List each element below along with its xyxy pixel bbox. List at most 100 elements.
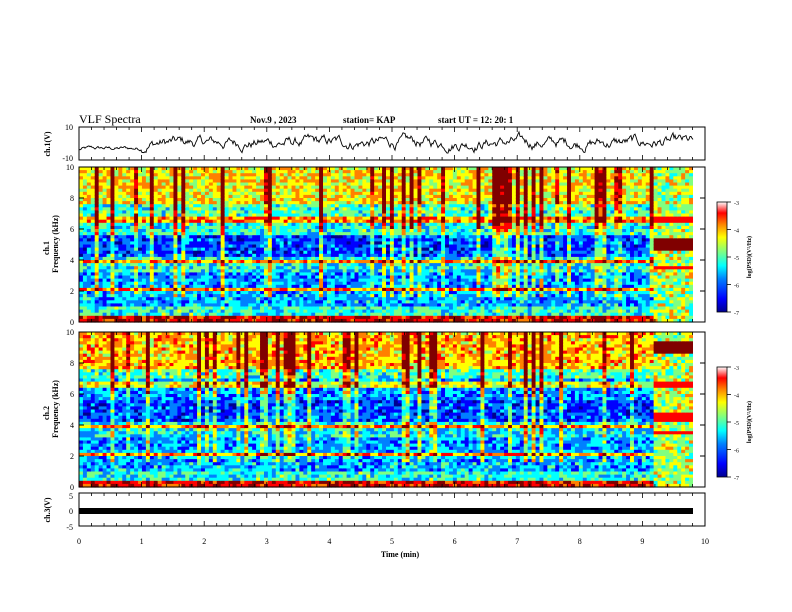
spectrogram-cell xyxy=(382,198,387,202)
spectrogram-cell xyxy=(212,167,218,171)
spectrogram-cell xyxy=(393,167,399,171)
spectrogram-cell xyxy=(134,194,139,199)
spectrogram-cell xyxy=(82,185,88,190)
spectrogram-cell xyxy=(201,284,206,289)
spectrogram-cell xyxy=(291,241,297,246)
spectrogram-cell xyxy=(342,297,348,301)
spectrogram-cell xyxy=(303,247,308,252)
spectrogram-cell xyxy=(232,185,238,190)
spectrogram-cell xyxy=(138,210,143,215)
spectrogram-cell xyxy=(267,198,273,202)
spectrogram-cell xyxy=(197,235,202,239)
spectrogram-cell xyxy=(334,173,340,177)
spectrogram-cell xyxy=(122,213,127,218)
spectrogram-cell xyxy=(323,238,328,242)
spectrogram-cell xyxy=(236,225,241,230)
spectrogram-cell xyxy=(126,235,131,239)
spectrogram-cell xyxy=(354,201,360,205)
spectrogram-cell xyxy=(82,263,88,267)
spectrogram-cell xyxy=(330,284,336,289)
spectrogram-cell xyxy=(208,238,214,242)
spectrogram-cell xyxy=(157,256,163,261)
spectrogram-cell xyxy=(263,222,269,227)
spectrogram-cell xyxy=(346,291,352,295)
spectrogram-cell xyxy=(86,235,92,239)
spectrogram-cell xyxy=(386,294,391,298)
spectrogram-cell xyxy=(177,170,182,174)
spectrogram-cell xyxy=(122,241,127,246)
spectrogram-cell xyxy=(319,244,324,249)
spectrogram-cell xyxy=(240,281,245,286)
spectrogram-cell xyxy=(358,176,363,180)
spectrogram-cell xyxy=(330,216,336,221)
spectrogram-cell xyxy=(307,300,312,304)
spectrogram-cell xyxy=(299,188,304,193)
spectrogram-cell xyxy=(311,225,316,230)
spectrogram-cell xyxy=(307,182,312,187)
spectrogram-cell xyxy=(149,318,155,323)
spectrogram-cell xyxy=(303,241,308,246)
spectrogram-cell xyxy=(271,167,277,171)
spectrogram-cell xyxy=(346,269,352,273)
spectrogram-cell xyxy=(311,294,316,298)
spectrogram-cell xyxy=(374,179,379,184)
spectrogram-cell xyxy=(118,182,123,187)
spectrogram-cell xyxy=(382,176,387,180)
spectrogram-cell xyxy=(299,229,304,233)
spectrogram-cell xyxy=(114,204,119,208)
spectrogram-cell xyxy=(189,188,194,193)
spectrogram-cell xyxy=(79,182,84,187)
spectrogram-cell xyxy=(244,244,249,249)
spectrogram-cell xyxy=(193,272,198,277)
spectrogram-cell xyxy=(299,213,304,218)
spectrogram-cell xyxy=(240,300,245,304)
spectrogram-cell xyxy=(212,275,218,280)
spectrogram-cell xyxy=(204,182,210,187)
spectrogram-cell xyxy=(236,306,241,311)
spectrogram-cell xyxy=(157,306,163,311)
spectrogram-cell xyxy=(315,294,320,298)
spectrogram-cell xyxy=(291,219,297,224)
spectrogram-cell xyxy=(334,284,340,289)
spectrogram-cell xyxy=(354,222,360,227)
spectrogram-cell xyxy=(354,232,360,236)
spectrogram-cell xyxy=(240,318,245,323)
spectrogram-cell xyxy=(279,167,285,171)
spectrogram-cell xyxy=(157,253,163,258)
spectrogram-cell xyxy=(236,253,241,258)
spectrogram-cell xyxy=(212,179,218,184)
spectrogram-cell xyxy=(220,167,226,171)
spectrogram-cell xyxy=(334,291,340,295)
spectrogram-cell xyxy=(145,250,151,255)
spectrogram-cell xyxy=(82,247,88,252)
spectrogram-cell xyxy=(212,185,218,190)
spectrogram-cell xyxy=(165,315,171,320)
spectrogram-cell xyxy=(236,179,241,184)
spectrogram-cell xyxy=(224,303,230,308)
spectrogram-cell xyxy=(157,170,163,174)
spectrogram-cell xyxy=(126,272,131,277)
spectrogram-cell xyxy=(193,229,198,233)
spectrogram-cell xyxy=(232,222,238,227)
spectrogram-cell xyxy=(374,281,379,286)
spectrogram-cell xyxy=(110,294,116,298)
spectrogram-cell xyxy=(287,284,293,289)
spectrogram-cell xyxy=(315,222,320,227)
spectrogram-cell xyxy=(224,232,230,236)
spectrogram-cell xyxy=(248,312,253,317)
spectrogram-cell xyxy=(141,294,147,298)
spectrogram-cell xyxy=(244,260,249,264)
spectrogram-cell xyxy=(145,318,151,323)
spectrogram-cell xyxy=(267,256,273,261)
spectrogram-cell xyxy=(244,210,249,215)
spectrogram-cell xyxy=(138,241,143,246)
spectrogram-cell xyxy=(134,287,139,292)
spectrogram-cell xyxy=(346,210,352,215)
spectrogram-cell xyxy=(149,182,155,187)
spectrogram-cell xyxy=(307,225,312,230)
spectrogram-cell xyxy=(319,315,324,320)
spectrogram-cell xyxy=(98,278,104,283)
spectrogram-cell xyxy=(216,210,222,215)
spectrogram-cell xyxy=(279,294,285,298)
spectrogram-cell xyxy=(248,213,253,218)
